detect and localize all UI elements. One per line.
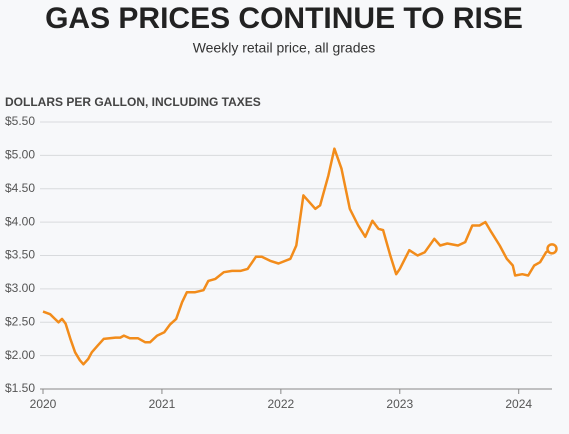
chart-title: GAS PRICES CONTINUE TO RISE <box>45 2 523 35</box>
price-line <box>42 147 553 366</box>
y-tick-label: $4.50 <box>5 181 35 195</box>
x-tick-label: 2021 <box>149 397 176 411</box>
y-tick-label: $2.00 <box>5 348 35 362</box>
y-tick-label: $5.50 <box>5 114 35 128</box>
y-tick-label: $4.00 <box>5 214 35 228</box>
y-tick-label: $1.50 <box>5 381 35 395</box>
y-axis-label: DOLLARS PER GALLON, INCLUDING TAXES <box>5 95 261 109</box>
x-tick-label: 2024 <box>505 397 532 411</box>
y-tick-label: $2.50 <box>5 314 35 328</box>
y-tick-label: $3.50 <box>5 248 35 262</box>
x-tick-label: 2020 <box>30 397 57 411</box>
y-tick-label: $3.00 <box>5 281 35 295</box>
y-tick-label: $5.00 <box>5 148 35 162</box>
chart-subtitle: Weekly retail price, all grades <box>193 40 376 56</box>
x-tick-label: 2023 <box>386 397 413 411</box>
end-marker <box>546 243 558 255</box>
x-tick-label: 2022 <box>267 397 294 411</box>
